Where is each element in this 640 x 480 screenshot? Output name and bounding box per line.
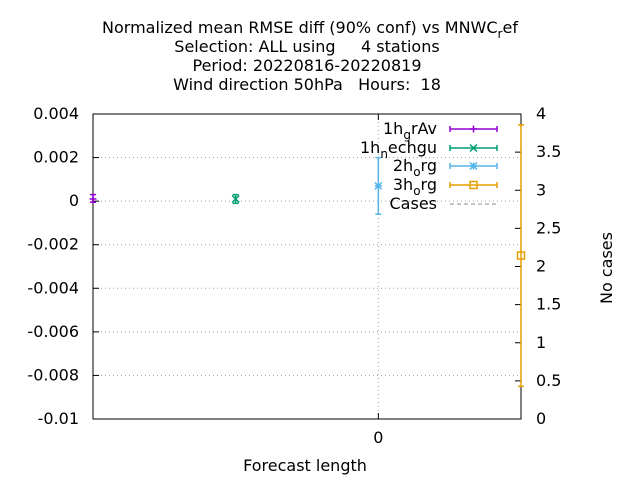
y2-tick-label: 3 [536, 180, 546, 199]
x-tick-label: 0 [373, 428, 383, 447]
title-tail: ef [502, 18, 518, 37]
legend-label: Cases [390, 194, 438, 213]
y-tick-label: 0.004 [33, 104, 79, 123]
y-tick-label: 0.002 [33, 148, 79, 167]
title-line-2: Selection: ALL using 4 stations [174, 37, 439, 56]
grid-lines [93, 114, 521, 419]
y2-tick-label: 3.5 [536, 142, 561, 161]
title-subscript: r [498, 27, 503, 41]
marker-stroke [469, 143, 478, 153]
legend-label: 1hgrAv [383, 119, 437, 142]
title-line-1: Normalized mean RMSE diff (90% conf) vs … [102, 18, 498, 37]
y-tick-label: -0.01 [38, 409, 79, 428]
x-axis: 0 [373, 114, 383, 447]
y-tick-label: 0 [69, 191, 79, 210]
chart-title: Normalized mean RMSE diff (90% conf) vs … [102, 18, 518, 94]
series-4-point [516, 124, 526, 388]
y-axis-right: 4 3.5 3 2.5 2 1.5 1 0.5 0 [515, 104, 561, 428]
marker-stroke [231, 194, 240, 203]
y-tick-label: -0.008 [27, 365, 79, 384]
legend-label: 2horg [393, 156, 437, 179]
y-tick-label: -0.004 [27, 278, 79, 297]
y2-tick-label: 0 [536, 409, 546, 428]
y2-tick-label: 2 [536, 257, 546, 276]
data-marks [89, 124, 526, 388]
y2-tick-label: 2.5 [536, 218, 561, 237]
y2-tick-label: 1 [536, 333, 546, 352]
y-tick-label: -0.006 [27, 322, 79, 341]
legend-label: 3horg [393, 175, 437, 198]
plot-border [92, 113, 522, 420]
y2-tick-label: 4 [536, 104, 546, 123]
title-line-4: Wind direction 50hPa Hours: 18 [173, 75, 441, 94]
y2-axis-label: No cases [597, 232, 616, 304]
series-3-point [374, 156, 383, 215]
title-line-3: Period: 20220816-20220819 [192, 56, 421, 75]
y-tick-label: -0.002 [27, 235, 79, 254]
y2-tick-label: 1.5 [536, 295, 561, 314]
series-1-point [89, 193, 97, 203]
marker-stroke [516, 251, 526, 260]
y2-tick-label: 0.5 [536, 371, 561, 390]
x-axis-label: Forecast length [243, 456, 367, 475]
legend-label: 1hnechgu [360, 138, 437, 161]
y-axis-left: 0.004 0.002 0 -0.002 -0.004 -0.006 -0.008 -0.01 [27, 104, 99, 428]
marker-stroke [374, 181, 383, 190]
svg-text:Normalized mean RMSE diff (90%: Normalized mean RMSE diff (90% conf) vs … [102, 18, 518, 41]
marker-stroke [469, 180, 478, 190]
series-2-point [231, 193, 240, 205]
marker-stroke [469, 161, 478, 171]
